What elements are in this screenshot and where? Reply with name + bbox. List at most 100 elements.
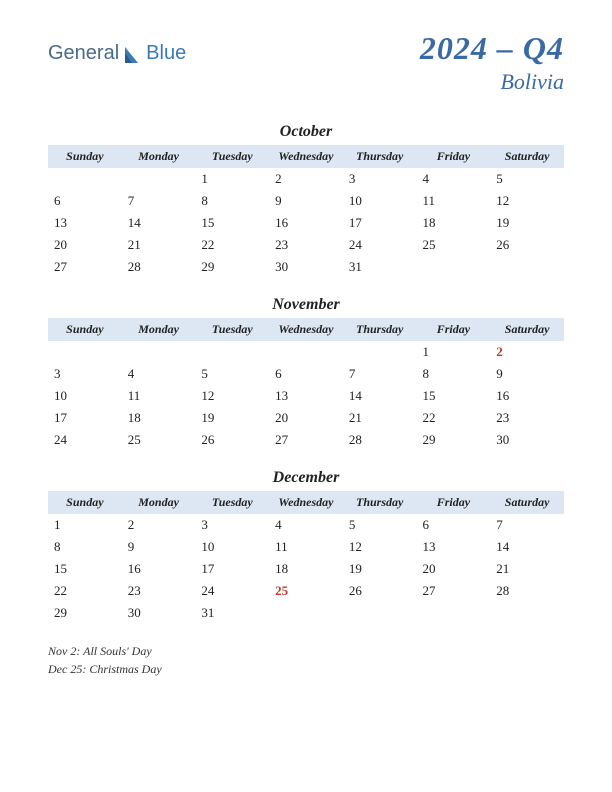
calendar-cell: 11 xyxy=(269,536,343,558)
calendar-cell xyxy=(269,341,343,363)
holiday-notes: Nov 2: All Souls' DayDec 25: Christmas D… xyxy=(48,642,564,678)
calendar-row: 13141516171819 xyxy=(48,212,564,234)
calendar-cell: 13 xyxy=(269,385,343,407)
calendar-cell: 5 xyxy=(195,363,269,385)
calendar-cell: 22 xyxy=(417,407,491,429)
calendar-cell: 20 xyxy=(269,407,343,429)
page-subtitle: Bolivia xyxy=(420,69,564,95)
calendar-cell: 1 xyxy=(195,168,269,190)
calendar-cell: 5 xyxy=(343,514,417,536)
calendar-cell: 14 xyxy=(490,536,564,558)
calendar-cell: 10 xyxy=(195,536,269,558)
day-header: Sunday xyxy=(48,318,122,341)
calendar-cell: 5 xyxy=(490,168,564,190)
calendar-cell: 7 xyxy=(343,363,417,385)
day-header: Saturday xyxy=(490,491,564,514)
day-header: Tuesday xyxy=(195,491,269,514)
calendar-cell: 21 xyxy=(122,234,196,256)
calendar-row: 22232425262728 xyxy=(48,580,564,602)
calendar-cell: 18 xyxy=(269,558,343,580)
calendar-table: SundayMondayTuesdayWednesdayThursdayFrid… xyxy=(48,491,564,624)
calendar-cell: 26 xyxy=(195,429,269,451)
calendar-cell: 29 xyxy=(195,256,269,278)
calendar-cell: 23 xyxy=(122,580,196,602)
calendar-cell: 7 xyxy=(490,514,564,536)
calendar-cell xyxy=(417,256,491,278)
day-header: Wednesday xyxy=(269,145,343,168)
calendar-cell: 23 xyxy=(269,234,343,256)
calendar-cell: 21 xyxy=(490,558,564,580)
day-header: Monday xyxy=(122,491,196,514)
calendar-cell: 12 xyxy=(195,385,269,407)
calendar-cell: 27 xyxy=(417,580,491,602)
calendar-cell: 8 xyxy=(195,190,269,212)
calendar-cell: 11 xyxy=(417,190,491,212)
month-block: NovemberSundayMondayTuesdayWednesdayThur… xyxy=(48,296,564,451)
calendar-cell: 17 xyxy=(343,212,417,234)
logo-text-general: General xyxy=(48,42,119,65)
calendar-cell: 2 xyxy=(490,341,564,363)
calendar-cell: 16 xyxy=(269,212,343,234)
calendar-cell: 3 xyxy=(195,514,269,536)
day-header: Friday xyxy=(417,491,491,514)
calendar-cell: 31 xyxy=(343,256,417,278)
calendar-cell: 13 xyxy=(48,212,122,234)
calendar-cell: 4 xyxy=(269,514,343,536)
calendar-row: 2728293031 xyxy=(48,256,564,278)
calendar-cell: 3 xyxy=(48,363,122,385)
calendar-cell: 26 xyxy=(490,234,564,256)
holiday-note-line: Nov 2: All Souls' Day xyxy=(48,642,564,660)
calendar-row: 12345 xyxy=(48,168,564,190)
logo: General Blue xyxy=(48,42,186,65)
calendar-row: 15161718192021 xyxy=(48,558,564,580)
month-name: December xyxy=(48,469,564,487)
calendar-cell: 19 xyxy=(195,407,269,429)
calendar-cell: 17 xyxy=(195,558,269,580)
day-header: Saturday xyxy=(490,145,564,168)
calendar-row: 20212223242526 xyxy=(48,234,564,256)
day-header: Friday xyxy=(417,318,491,341)
month-name: October xyxy=(48,123,564,141)
calendar-cell: 2 xyxy=(269,168,343,190)
day-header: Tuesday xyxy=(195,318,269,341)
calendar-cell: 31 xyxy=(195,602,269,624)
month-name: November xyxy=(48,296,564,314)
calendar-cell: 15 xyxy=(48,558,122,580)
calendar-row: 1234567 xyxy=(48,514,564,536)
calendar-cell: 15 xyxy=(417,385,491,407)
calendar-cell: 6 xyxy=(48,190,122,212)
calendar-cell xyxy=(343,341,417,363)
header: General Blue 2024 – Q4 Bolivia xyxy=(48,30,564,95)
calendar-cell xyxy=(490,256,564,278)
calendar-cell: 28 xyxy=(122,256,196,278)
calendar-cell: 12 xyxy=(490,190,564,212)
holiday-note-line: Dec 25: Christmas Day xyxy=(48,660,564,678)
calendar-cell: 25 xyxy=(269,580,343,602)
day-header: Monday xyxy=(122,318,196,341)
calendar-cell: 16 xyxy=(490,385,564,407)
day-header: Thursday xyxy=(343,318,417,341)
calendar-cell: 15 xyxy=(195,212,269,234)
calendar-cell: 10 xyxy=(48,385,122,407)
logo-text-blue: Blue xyxy=(146,42,186,65)
calendar-cell: 9 xyxy=(269,190,343,212)
calendar-cell: 16 xyxy=(122,558,196,580)
calendar-cell xyxy=(269,602,343,624)
day-header: Tuesday xyxy=(195,145,269,168)
calendar-cell xyxy=(122,341,196,363)
calendar-cell: 20 xyxy=(48,234,122,256)
calendar-cell: 3 xyxy=(343,168,417,190)
calendar-cell xyxy=(343,602,417,624)
calendar-row: 293031 xyxy=(48,602,564,624)
calendar-cell: 30 xyxy=(269,256,343,278)
calendar-cell: 2 xyxy=(122,514,196,536)
day-header: Sunday xyxy=(48,491,122,514)
calendar-cell: 17 xyxy=(48,407,122,429)
calendar-cell: 25 xyxy=(122,429,196,451)
page-title: 2024 – Q4 xyxy=(420,30,564,67)
calendar-cell xyxy=(48,341,122,363)
calendar-cell: 27 xyxy=(269,429,343,451)
calendar-cell xyxy=(48,168,122,190)
day-header: Thursday xyxy=(343,145,417,168)
calendar-row: 3456789 xyxy=(48,363,564,385)
